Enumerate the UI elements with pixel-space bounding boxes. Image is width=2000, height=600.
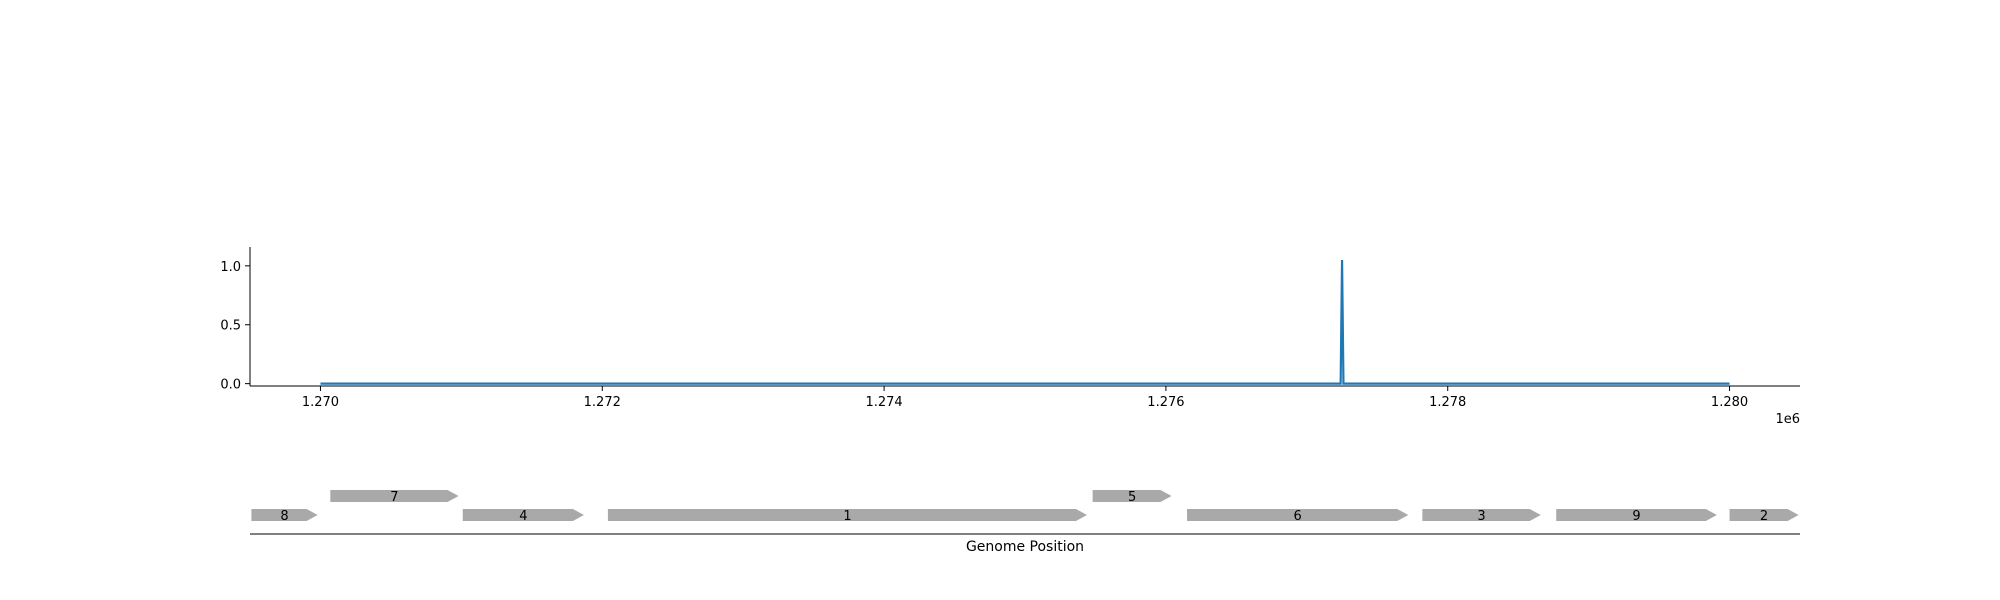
gene-label: 1 (843, 509, 851, 524)
gene-arrow (330, 490, 459, 502)
gene-arrows: 8 7 4 1 5 6 3 9 2 (251, 490, 1799, 524)
signal-plot: 1.270 1.272 1.274 1.276 1.278 1.2800.00.51.0 … (220, 247, 1800, 427)
gene-arrow (251, 509, 318, 521)
gene-arrow (1187, 509, 1409, 521)
gene-label: 7 (390, 490, 398, 505)
x-tick-label: 1.278 (1429, 395, 1466, 410)
x-axis-label: Genome Position (966, 539, 1084, 555)
x-tick-label: 1.276 (1147, 395, 1184, 410)
gene-label: 8 (280, 509, 288, 524)
x-tick-label: 1.280 (1711, 395, 1748, 410)
y-tick-label: 0.0 (220, 378, 241, 393)
gene-label: 6 (1294, 509, 1302, 524)
gene-arrow (1092, 490, 1172, 502)
gene-label: 5 (1128, 490, 1136, 505)
gene-label: 3 (1477, 509, 1485, 524)
x-tick-label: 1.274 (865, 395, 902, 410)
signal-axis-ticks: 1.270 1.272 1.274 1.276 1.278 1.280 0.0 0.5 1.0 (220, 260, 1748, 410)
x-tick-label: 1.270 (302, 395, 339, 410)
gene-track: 8 7 4 1 5 6 3 9 2 Genome Position (250, 490, 1800, 555)
x-axis-offset-label: 1e6 (1775, 412, 1800, 427)
signal-series-line (320, 259, 1730, 385)
x-tick-label: 1.272 (584, 395, 621, 410)
gene-arrow (1556, 509, 1717, 521)
gene-label: 2 (1760, 509, 1768, 524)
gene-arrow (462, 509, 584, 521)
gene-label: 4 (519, 509, 527, 524)
gene-label: 9 (1632, 509, 1640, 524)
gene-arrow (607, 509, 1087, 521)
y-tick-label: 1.0 (220, 260, 241, 275)
y-tick-label: 0.5 (220, 319, 241, 334)
gene-arrow (1422, 509, 1541, 521)
gene-arrow (1729, 509, 1799, 521)
